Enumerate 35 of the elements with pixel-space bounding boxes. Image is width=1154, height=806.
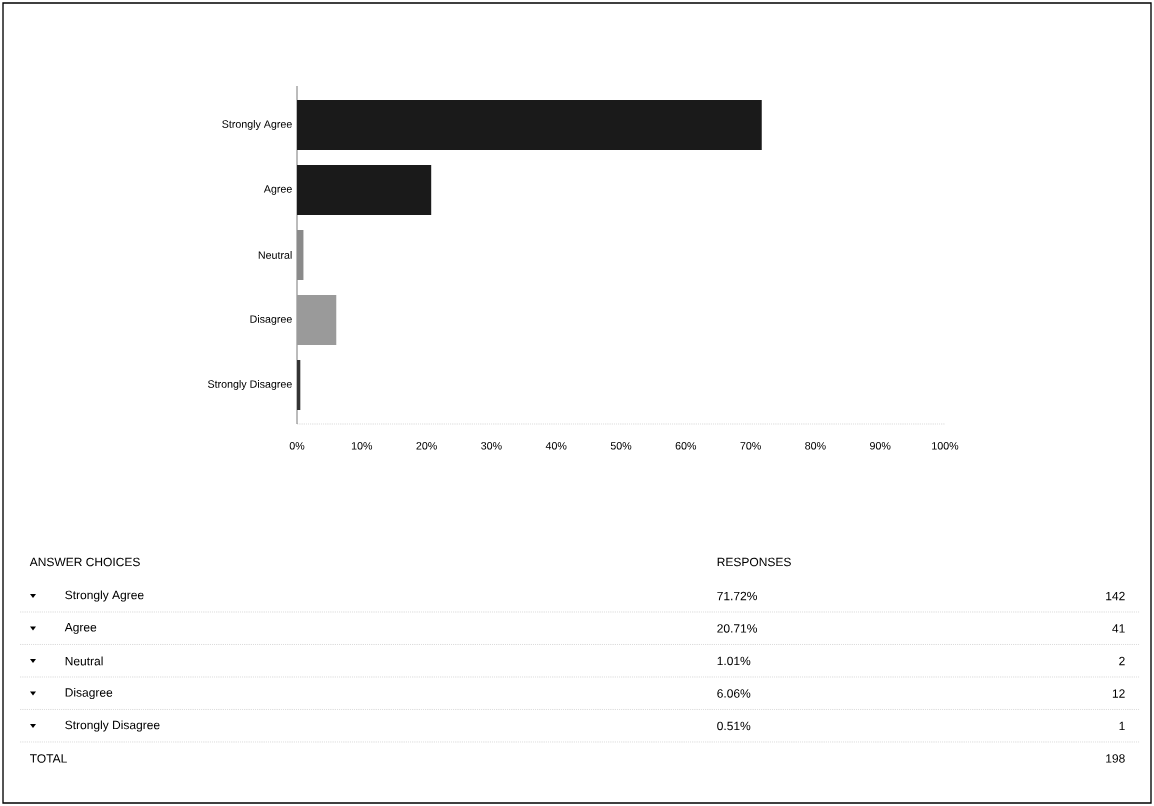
text: 41 bbox=[1112, 624, 1125, 633]
category-label: Agree bbox=[64, 623, 97, 634]
text: 2 bbox=[1119, 656, 1125, 666]
category-label: Neutral bbox=[65, 656, 103, 666]
text: 20.71% bbox=[717, 624, 757, 633]
text: 71.72% bbox=[717, 591, 757, 601]
x-tick-label: 0% bbox=[289, 442, 305, 450]
y-tick-label: Strongly Agree bbox=[222, 120, 292, 130]
x-tick-label: 40% bbox=[545, 442, 567, 450]
x-tick-label: 60% bbox=[675, 442, 697, 450]
text: RESPONSES bbox=[717, 557, 791, 567]
text: ANSWER CHOICES bbox=[29, 557, 140, 567]
y-tick-label: Disagree bbox=[250, 315, 292, 325]
y-tick-label: Neutral bbox=[258, 251, 292, 259]
text: TOTAL bbox=[29, 754, 67, 763]
x-tick-label: 100% bbox=[932, 442, 959, 450]
text: 6.06% bbox=[717, 689, 751, 698]
x-tick-label: 30% bbox=[481, 442, 502, 450]
text: 1.01% bbox=[717, 656, 751, 666]
x-tick-label: 80% bbox=[805, 442, 826, 450]
x-tick-label: 20% bbox=[416, 442, 437, 450]
category-label: Strongly Agree bbox=[65, 590, 144, 602]
text: 12 bbox=[1112, 689, 1125, 698]
x-tick-label: 50% bbox=[610, 442, 632, 450]
text: 0.51% bbox=[717, 721, 751, 731]
text: 142 bbox=[1106, 591, 1125, 601]
x-tick-label: 70% bbox=[740, 442, 761, 450]
x-tick-label: 90% bbox=[870, 442, 891, 450]
y-tick-label: Strongly Disagree bbox=[207, 380, 292, 390]
y-tick-label: Agree bbox=[263, 185, 292, 195]
category-label: Strongly Disagree bbox=[65, 720, 160, 732]
x-tick-label: 10% bbox=[351, 442, 373, 450]
text: 1 bbox=[1119, 721, 1125, 731]
text: 198 bbox=[1106, 754, 1125, 763]
category-label: Disagree bbox=[65, 687, 113, 700]
